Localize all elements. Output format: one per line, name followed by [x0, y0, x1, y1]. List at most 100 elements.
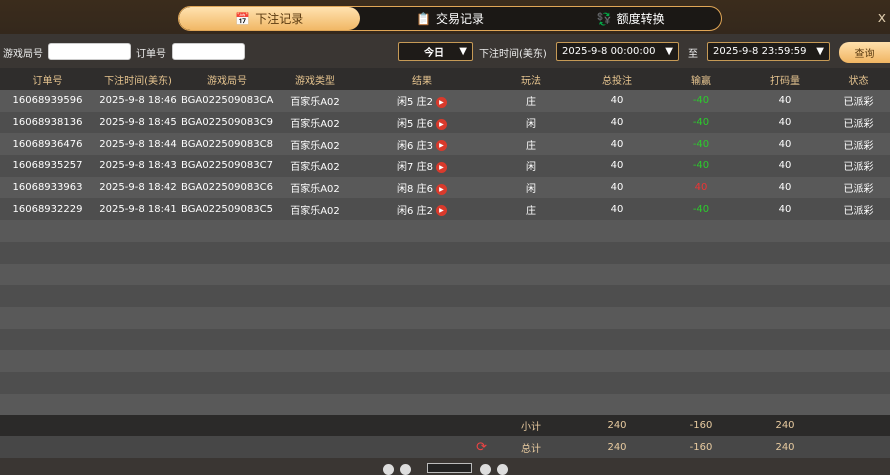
- cell: [357, 393, 487, 416]
- cell: [659, 371, 743, 394]
- subtotal-winloss: -160: [659, 415, 743, 437]
- cell-text: BGA022509083C9: [181, 117, 273, 129]
- cell: [487, 285, 575, 307]
- cell: 百家乐A02: [273, 90, 357, 112]
- cell: [659, 393, 743, 416]
- total-row: ⟳ 总计 240 -160 240: [0, 436, 890, 459]
- cell: [95, 263, 181, 286]
- top-bar: 📅 下注记录 📋 交易记录 💱 额度转换 x: [0, 0, 890, 34]
- cell-text: BGA022509083CA: [181, 95, 274, 107]
- cell-text: 百家乐A02: [290, 184, 340, 196]
- cell-text: 40: [778, 160, 792, 172]
- cell: 闲7 庄8 ▶: [357, 155, 487, 177]
- start-time-select[interactable]: 2025-9-8 00:00:00 ▼: [556, 42, 679, 61]
- cell-text: 40: [778, 138, 792, 150]
- cell-text: 闲8 庄6: [397, 184, 433, 196]
- chevron-down-icon: ▼: [459, 46, 467, 57]
- game-no-label: 游戏局号: [3, 49, 43, 60]
- cell: [0, 328, 95, 351]
- cell: 40: [575, 198, 659, 221]
- cell: 闲: [487, 111, 575, 134]
- close-button[interactable]: x: [877, 10, 886, 26]
- cell: [181, 241, 273, 264]
- cell: [0, 285, 95, 307]
- cell: 2025-9-8 18:46: [95, 90, 181, 112]
- play-replay-icon[interactable]: ▶: [435, 118, 447, 130]
- query-button[interactable]: 查询: [839, 42, 890, 63]
- empty-row: [0, 220, 890, 242]
- cell: -40: [659, 133, 743, 156]
- game-no-input[interactable]: [48, 43, 131, 60]
- table-row: 16068932229 2025-9-8 18:41 BGA022509083C5 百…: [0, 198, 890, 221]
- cell-text: 闲7 庄8: [397, 162, 433, 174]
- cell: [357, 263, 487, 286]
- table-header: 订单号 下注时间(美东) 游戏局号 游戏类型 结果 玩法 总投注 输赢 打码量 状态: [0, 68, 890, 90]
- cell: [0, 306, 95, 329]
- cell: [0, 415, 95, 437]
- cell: [95, 436, 181, 459]
- cell-text: 16068939596: [12, 95, 83, 107]
- cell: 40: [743, 155, 827, 177]
- cell-text: 2025-9-8 18:43: [99, 160, 177, 172]
- cell: 百家乐A02: [273, 111, 357, 134]
- cell: [95, 350, 181, 372]
- cell: [95, 306, 181, 329]
- column-header: 游戏类型: [273, 68, 357, 90]
- play-replay-icon[interactable]: ▶: [435, 161, 447, 173]
- cell-text: 已派彩: [843, 162, 874, 174]
- cell-text: BGA022509083C7: [181, 160, 273, 172]
- cell: [95, 241, 181, 264]
- cell-text: 40: [778, 182, 792, 194]
- cell: 16068939596: [0, 90, 95, 112]
- cell-text: 已派彩: [843, 97, 874, 109]
- bet-records-table: 订单号 下注时间(美东) 游戏局号 游戏类型 结果 玩法 总投注 输赢 打码量 状态 160689…: [0, 68, 890, 459]
- column-header: 游戏局号: [181, 68, 273, 90]
- column-header: 状态: [827, 68, 890, 90]
- empty-row: [0, 350, 890, 372]
- cell: 闲5 庄6 ▶: [357, 111, 487, 134]
- cell: 16068935257: [0, 155, 95, 177]
- empty-row: [0, 393, 890, 416]
- tab-bet-records[interactable]: 📅 下注记录: [179, 7, 360, 30]
- cell: [181, 436, 273, 459]
- play-replay-icon[interactable]: ▶: [435, 183, 447, 195]
- cell: [357, 328, 487, 351]
- table-row: 16068935257 2025-9-8 18:43 BGA022509083C7 百…: [0, 155, 890, 177]
- cell-text: BGA022509083C6: [181, 182, 273, 194]
- subtotal-turnover: 240: [743, 415, 827, 437]
- tab-bar: 📅 下注记录 📋 交易记录 💱 额度转换: [178, 6, 722, 31]
- cell: 40: [575, 90, 659, 112]
- cell-text: 16068936476: [12, 138, 83, 150]
- play-replay-icon[interactable]: ▶: [435, 96, 447, 108]
- tab-transaction-records[interactable]: 📋 交易记录: [416, 11, 484, 27]
- cell: [0, 371, 95, 394]
- cell: [575, 350, 659, 372]
- tab-credit-transfer[interactable]: 💱 额度转换: [596, 11, 665, 27]
- column-header: 总投注: [575, 68, 659, 90]
- cell: 40: [743, 90, 827, 112]
- cell: [181, 393, 273, 416]
- end-time-select[interactable]: 2025-9-8 23:59:59 ▼: [707, 42, 830, 61]
- cell-text: 闲6 庄2: [397, 205, 433, 217]
- page-input[interactable]: [427, 463, 472, 473]
- play-replay-icon[interactable]: ▶: [435, 140, 447, 152]
- column-header: 玩法: [487, 68, 575, 90]
- cell: [0, 263, 95, 286]
- subtotal-bet: 240: [575, 415, 659, 437]
- cell: 40: [743, 133, 827, 156]
- cell: ⟳: [357, 436, 487, 459]
- cell: -40: [659, 155, 743, 177]
- cell: 16068932229: [0, 198, 95, 221]
- play-replay-icon[interactable]: ▶: [435, 205, 447, 217]
- cell: [659, 285, 743, 307]
- cell: BGA022509083C6: [181, 176, 273, 199]
- refresh-icon[interactable]: ⟳: [476, 439, 487, 455]
- cell: [659, 241, 743, 264]
- cell: [575, 285, 659, 307]
- cell: 闲: [487, 176, 575, 199]
- cell: BGA022509083C8: [181, 133, 273, 156]
- order-no-input[interactable]: [172, 43, 245, 60]
- cell: 百家乐A02: [273, 176, 357, 199]
- range-select[interactable]: 今日 ▼: [398, 42, 473, 61]
- cell-text: 庄: [526, 205, 536, 217]
